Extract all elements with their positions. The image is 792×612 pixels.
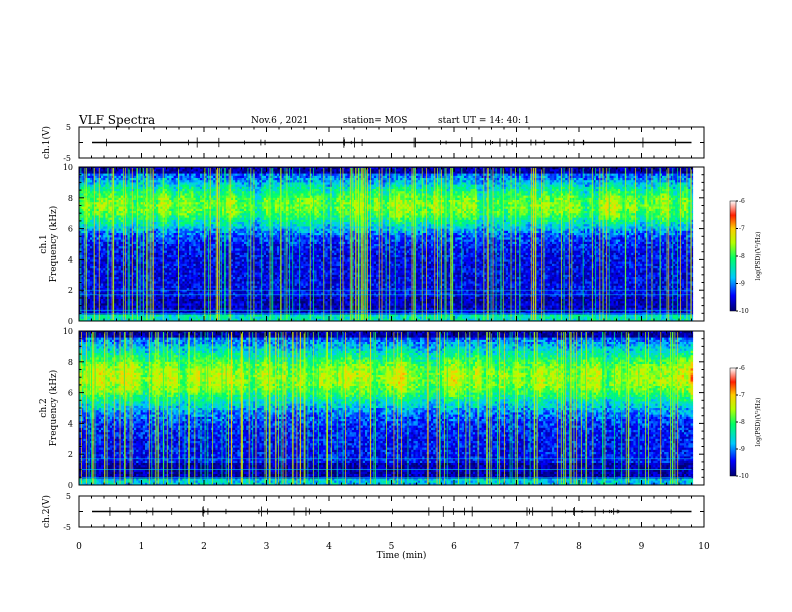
xtick-label-3: 3	[264, 542, 270, 552]
colorbar-ch2-tick-neg6: -6	[739, 365, 745, 372]
xtick-label-10: 10	[698, 542, 710, 552]
ch1-waveform-ytick-neg5: -5	[63, 154, 71, 163]
ch2-spectrogram-ytick-8: 8	[68, 358, 73, 367]
ch1-spectrogram-ylabel-frequency: Frequency (kHz)	[48, 206, 59, 283]
colorbar-ch2-tick-neg10: -10	[739, 473, 749, 480]
colorbar-ch1-tick-neg10: -10	[739, 308, 749, 315]
ch2-spectrogram-ytick-2: 2	[68, 450, 73, 459]
ch1-waveform-panel: 5 -5 ch.1(V)	[41, 123, 704, 163]
ch1-waveform-ylabel: ch.1(V)	[41, 126, 52, 159]
colorbar-ch2-label: log(PSD)(V²/Hz)	[755, 398, 762, 447]
ch1-spectrogram-panel: 0 2 4 6 8 10 ch.1 Frequency (kHz)	[39, 163, 704, 326]
xtick-label-7: 7	[514, 542, 520, 552]
colorbar-ch1-tick-neg6: -6	[739, 198, 745, 205]
xtick-label-6: 6	[451, 542, 457, 552]
ch2-spectrogram-ytick-10: 10	[63, 327, 73, 336]
xtick-label-9: 9	[639, 542, 645, 552]
x-axis-title: Time (min)	[377, 550, 427, 561]
colorbar-ch2-tick-neg9: -9	[739, 446, 745, 453]
colorbar-ch2-gradient	[730, 368, 736, 476]
colorbar-ch1-tick-neg7: -7	[739, 226, 745, 233]
ch2-spectrogram-ytick-6: 6	[68, 389, 73, 398]
ch2-spectrogram-image	[79, 331, 693, 485]
ch2-spectrogram-ylabel-channel: ch.2	[39, 398, 49, 417]
colorbar-ch1-tick-neg8: -8	[739, 253, 745, 260]
xtick-label-1: 1	[139, 542, 145, 552]
colorbar-ch1-label: log(PSD)(V²/Hz)	[755, 232, 762, 281]
ch1-spectrogram-ytick-6: 6	[68, 225, 73, 234]
ch2-spectrogram-panel: 0 2 4 6 8 10 ch.2 Frequency (kHz)	[39, 327, 704, 490]
ch2-waveform-panel: 5 -5 ch.2(V)	[41, 492, 704, 532]
ch1-waveform-ytick-5: 5	[66, 123, 71, 132]
colorbar-ch2-tick-neg7: -7	[739, 392, 745, 399]
ch2-waveform-ylabel: ch.2(V)	[41, 495, 52, 528]
ch1-spectrogram-ytick-2: 2	[68, 286, 73, 295]
ch1-spectrogram-ytick-8: 8	[68, 194, 73, 203]
ch1-spectrogram-ytick-4: 4	[68, 255, 73, 264]
ch1-spectrogram-ytick-0: 0	[68, 317, 73, 326]
ch2-waveform-ytick-5: 5	[66, 492, 71, 501]
xtick-label-2: 2	[201, 542, 207, 552]
ch2-spectrogram-ytick-4: 4	[68, 419, 73, 428]
ch1-spectrogram-ytick-10: 10	[63, 163, 73, 172]
colorbar-ch1-tick-neg9: -9	[739, 281, 745, 288]
ch2-waveform-ytick-neg5: -5	[63, 523, 71, 532]
ch2-spectrogram-ytick-0: 0	[68, 481, 73, 490]
colorbar-ch1-gradient	[730, 201, 736, 311]
xtick-label-0: 0	[76, 542, 82, 552]
ch2-spectrogram-ylabel-frequency: Frequency (kHz)	[48, 370, 59, 447]
colorbar-ch1: -6 -7 -8 -9 -10 log(PSD)(V²/Hz)	[730, 198, 762, 315]
ch1-spectrogram-ylabel-channel: ch.1	[39, 234, 49, 253]
colorbar-ch2-tick-neg8: -8	[739, 419, 745, 426]
xtick-label-4: 4	[326, 542, 332, 552]
xtick-label-8: 8	[576, 542, 582, 552]
colorbar-ch2: -6 -7 -8 -9 -10 log(PSD)(V²/Hz)	[730, 365, 762, 480]
